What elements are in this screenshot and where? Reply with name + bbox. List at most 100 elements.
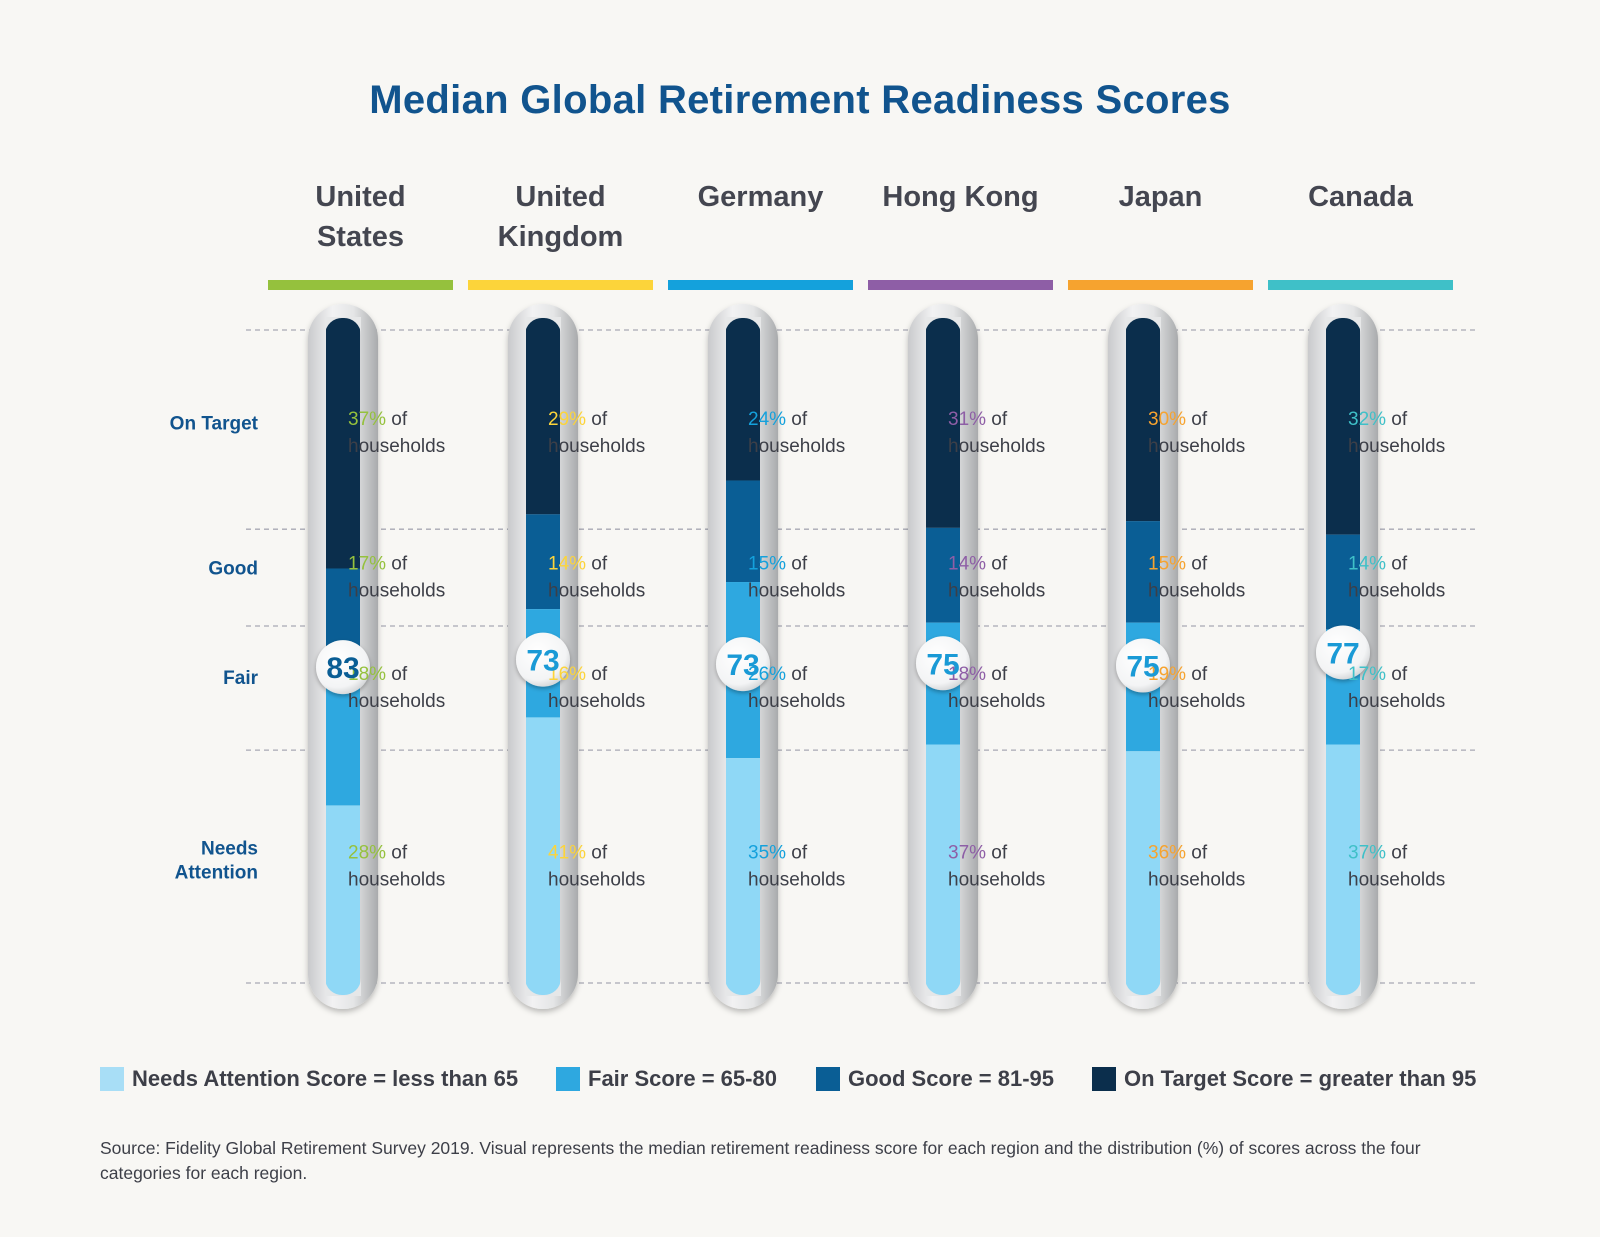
pct-label-japan-needs-attention: 36% of (1148, 843, 1208, 864)
region-header-line: Japan (1119, 181, 1203, 213)
pct-label-hong-kong-on-target: 31% of (948, 409, 1008, 430)
segment-united-states-fair (326, 683, 360, 806)
pct-label-canada-good: 14% of (1348, 554, 1408, 575)
pct-of: of (386, 554, 408, 575)
segment-germany-needs-attention (726, 758, 760, 995)
legend-item-on-target: On Target Score = greater than 95 (1092, 1066, 1476, 1092)
score-label-canada: 77 (1326, 637, 1359, 670)
households-label-canada-needs-attention: households (1348, 870, 1445, 891)
score-bubble-canada (1316, 625, 1370, 680)
pct-value: 26% (748, 664, 786, 685)
pct-label-germany-fair: 26% of (748, 664, 808, 685)
tube-top-cap-united-states (324, 317, 361, 335)
region-bar-united-states (268, 280, 453, 290)
households-label-japan-on-target: households (1148, 436, 1245, 457)
pct-label-united-states-good: 17% of (348, 554, 408, 575)
households-label-germany-on-target: households (748, 436, 845, 457)
row-label-good: Good (208, 559, 258, 580)
pct-label-united-kingdom-good: 14% of (548, 554, 608, 575)
score-label-united-kingdom: 73 (526, 645, 559, 678)
pct-label-united-kingdom-on-target: 29% of (548, 409, 608, 430)
households-label-hong-kong-on-target: households (948, 436, 1045, 457)
households-label-hong-kong-good: households (948, 581, 1045, 602)
pct-value: 35% (748, 843, 786, 864)
pct-value: 32% (1348, 409, 1386, 430)
segment-canada-good (1326, 534, 1360, 630)
segment-germany-on-target (726, 318, 760, 481)
pct-label-canada-fair: 17% of (1348, 664, 1408, 685)
region-header-united-states: United States (315, 181, 405, 253)
pct-label-united-states-on-target: 37% of (348, 409, 408, 430)
pct-of: of (786, 843, 808, 864)
pct-label-hong-kong-good: 14% of (948, 554, 1008, 575)
pct-value: 31% (948, 409, 986, 430)
pct-value: 24% (748, 409, 786, 430)
pct-value: 37% (1348, 843, 1386, 864)
pct-of: of (1386, 664, 1408, 685)
households-label-united-kingdom-on-target: households (548, 436, 645, 457)
row-label-fair: Fair (223, 668, 258, 689)
pct-label-canada-on-target: 32% of (1348, 409, 1408, 430)
region-header-canada: Canada (1308, 181, 1414, 213)
region-bar-canada (1268, 280, 1453, 290)
pct-of: of (1386, 409, 1408, 430)
pct-value: 30% (1148, 409, 1186, 430)
segment-germany-good (726, 480, 760, 583)
pct-label-germany-good: 15% of (748, 554, 808, 575)
households-label-canada-good: households (1348, 581, 1445, 602)
segment-hong-kong-good (926, 527, 960, 623)
pct-of: of (786, 409, 808, 430)
tube-bottom-cap-united-states (324, 978, 361, 996)
segment-japan-needs-attention (1126, 751, 1160, 995)
pct-label-japan-on-target: 30% of (1148, 409, 1208, 430)
legend-swatch-good (816, 1067, 840, 1091)
pct-of: of (1186, 409, 1208, 430)
households-label-united-states-needs-attention: households (348, 870, 445, 891)
pct-value: 28% (348, 843, 386, 864)
tube-bottom-cap-canada (1324, 978, 1362, 996)
region-header-line: United (515, 181, 605, 213)
segment-japan-on-target (1126, 318, 1160, 522)
pct-value: 14% (548, 554, 586, 575)
segment-united-kingdom-good (526, 514, 560, 610)
pct-of: of (586, 409, 608, 430)
pct-of: of (586, 843, 608, 864)
households-label-united-states-on-target: households (348, 436, 445, 457)
segment-united-states-on-target (326, 318, 360, 569)
pct-label-united-states-needs-attention: 28% of (348, 843, 408, 864)
pct-value: 41% (548, 843, 586, 864)
households-label-hong-kong-fair: households (948, 691, 1045, 712)
region-header-japan: Japan (1119, 181, 1203, 213)
region-header-germany: Germany (698, 181, 824, 213)
row-label-needs-attention: Needs Attention (175, 839, 258, 884)
region-header-line: United (315, 181, 405, 213)
tube-top-cap-japan (1125, 317, 1162, 335)
households-label-japan-good: households (1148, 581, 1245, 602)
pct-of: of (986, 554, 1008, 575)
source-note: Source: Fidelity Global Retirement Surve… (100, 1138, 1421, 1183)
region-header-hong-kong: Hong Kong (882, 181, 1038, 213)
legend-item-good: Good Score = 81-95 (816, 1066, 1054, 1092)
pct-label-united-kingdom-fair: 16% of (548, 664, 608, 685)
legend-item-needs-attention: Needs Attention Score = less than 65 (100, 1066, 518, 1092)
households-label-united-kingdom-good: households (548, 581, 645, 602)
region-bar-japan (1068, 280, 1253, 290)
pct-value: 14% (948, 554, 986, 575)
pct-label-united-kingdom-needs-attention: 41% of (548, 843, 608, 864)
pct-value: 19% (1148, 664, 1186, 685)
row-label-on-target: On Target (170, 414, 259, 435)
pct-value: 18% (348, 664, 386, 685)
pct-label-hong-kong-fair: 18% of (948, 664, 1008, 685)
score-label-united-states: 83 (326, 652, 359, 685)
pct-label-united-states-fair: 18% of (348, 664, 408, 685)
region-bar-hong-kong (868, 280, 1053, 290)
pct-value: 17% (348, 554, 386, 575)
segment-canada-needs-attention (1326, 744, 1360, 995)
tube-top-cap-hong-kong (924, 317, 962, 335)
pct-of: of (1186, 554, 1208, 575)
legend-label-fair: Fair Score = 65-80 (588, 1066, 777, 1091)
households-label-germany-fair: households (748, 691, 845, 712)
pct-of: of (786, 554, 808, 575)
pct-value: 29% (548, 409, 586, 430)
